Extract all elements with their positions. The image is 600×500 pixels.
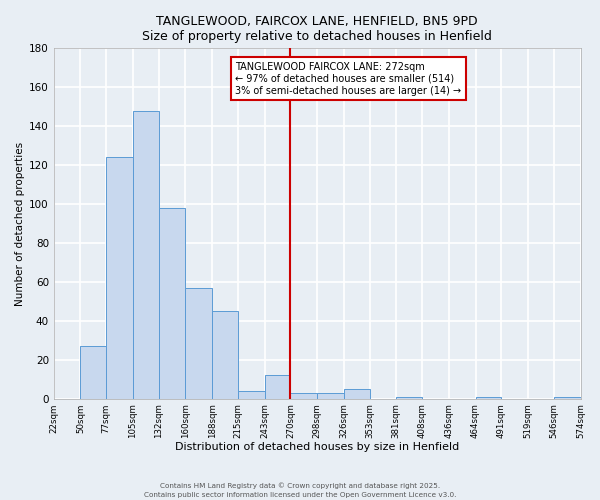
X-axis label: Distribution of detached houses by size in Henfield: Distribution of detached houses by size … <box>175 442 459 452</box>
Bar <box>106 158 133 398</box>
Bar <box>80 346 106 399</box>
Bar <box>317 393 344 398</box>
Title: TANGLEWOOD, FAIRCOX LANE, HENFIELD, BN5 9PD
Size of property relative to detache: TANGLEWOOD, FAIRCOX LANE, HENFIELD, BN5 … <box>142 15 492 43</box>
Bar <box>476 396 502 398</box>
Text: Contains HM Land Registry data © Crown copyright and database right 2025.
Contai: Contains HM Land Registry data © Crown c… <box>144 482 456 498</box>
Y-axis label: Number of detached properties: Number of detached properties <box>15 142 25 306</box>
Bar <box>212 311 238 398</box>
Bar <box>238 391 265 398</box>
Text: TANGLEWOOD FAIRCOX LANE: 272sqm
← 97% of detached houses are smaller (514)
3% of: TANGLEWOOD FAIRCOX LANE: 272sqm ← 97% of… <box>235 62 461 96</box>
Bar <box>397 396 422 398</box>
Bar <box>344 389 370 398</box>
Bar <box>554 396 581 398</box>
Bar <box>133 110 159 399</box>
Bar <box>185 288 212 399</box>
Bar <box>159 208 185 398</box>
Bar <box>265 375 290 398</box>
Bar <box>290 393 317 398</box>
